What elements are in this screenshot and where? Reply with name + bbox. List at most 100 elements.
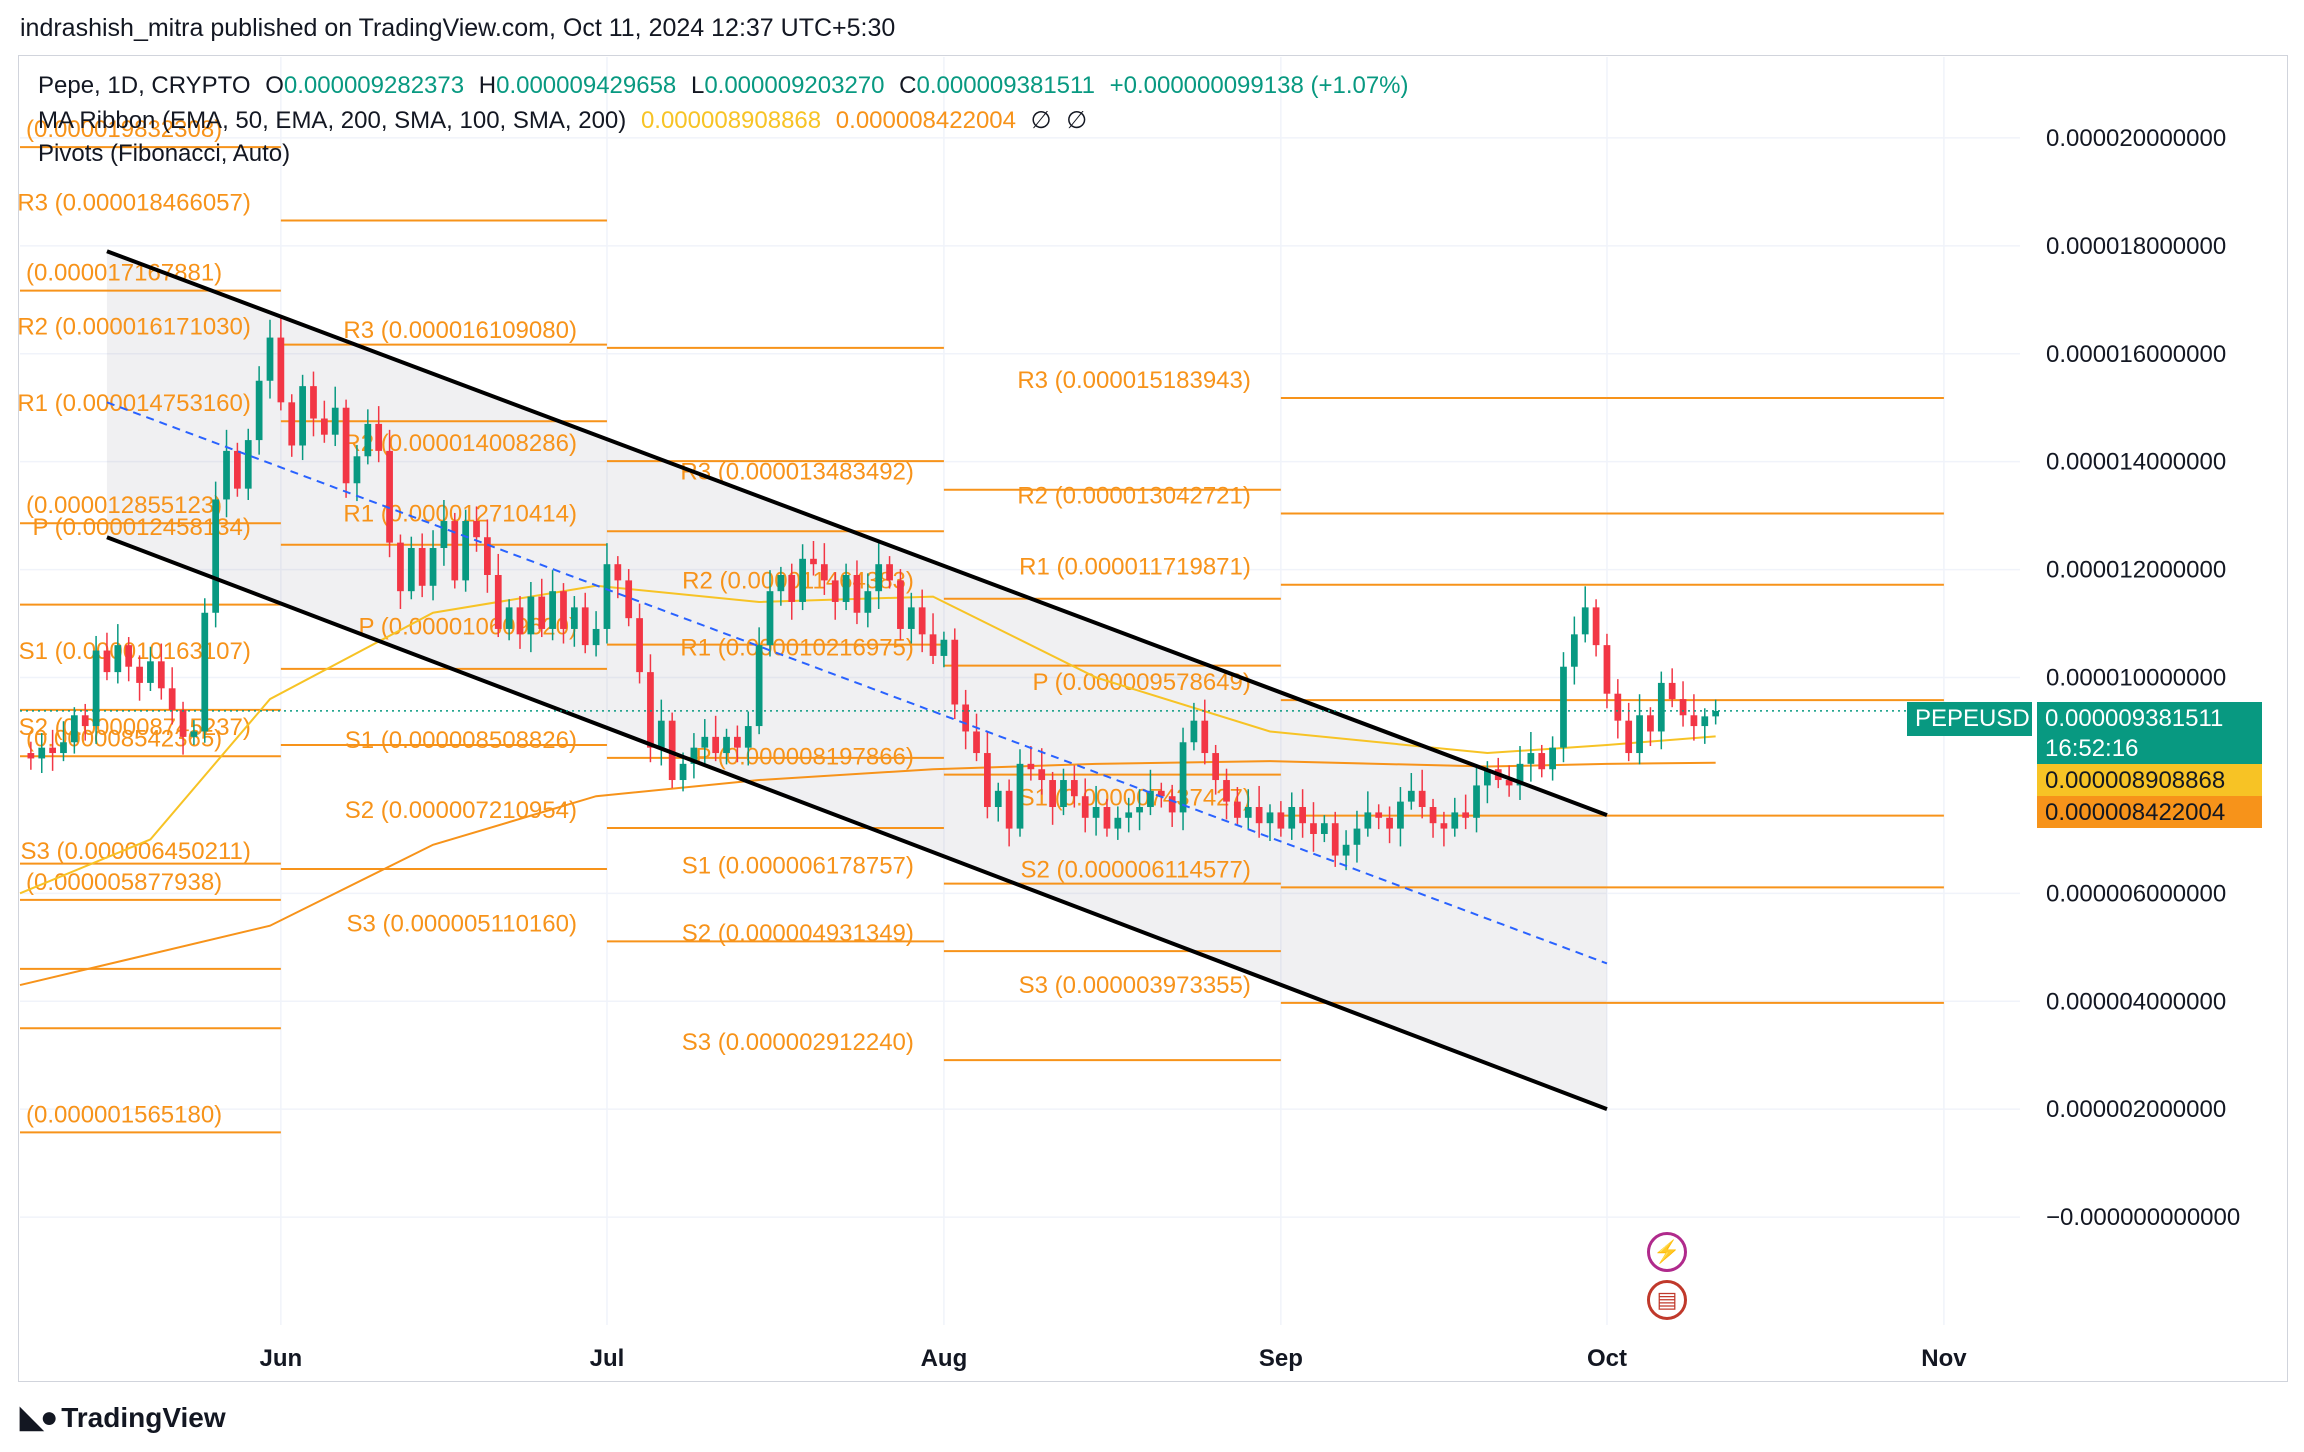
y-tick-label: 0.000006000000 [2046, 880, 2226, 907]
candle-body [1516, 763, 1524, 786]
candle-body [897, 580, 904, 629]
legend-high-label: H [478, 72, 497, 99]
y-tick-label: 0.000004000000 [2046, 988, 2226, 1015]
pivot-level-label: (0.000005877938) [26, 869, 222, 896]
candle-body [614, 564, 622, 581]
candle-body [473, 521, 480, 538]
footer-brand-text: TradingView [61, 1402, 226, 1433]
pivot-level-label: R3 (0.000018466057) [17, 189, 251, 216]
pivot-level-label: R3 (0.000015183943) [1017, 367, 1251, 394]
candle-body [701, 736, 709, 748]
legend-ohlc-row: Pepe, 1D, CRYPTO O0.000009282373 H0.0000… [38, 72, 1417, 100]
y-tick-label: 0.000014000000 [2046, 449, 2226, 476]
channel-lower-line [106, 535, 1608, 1112]
tradingview-logo-icon: ◣● [20, 1401, 58, 1434]
ema50-badge: 0.000008908868 [2037, 764, 2262, 796]
candle-body [929, 634, 937, 656]
candle-body [994, 790, 1002, 808]
pivot-level-label: S1 (0.000006178757) [682, 853, 914, 880]
candle-body [440, 521, 448, 549]
candle-body [1342, 844, 1350, 856]
candle-body [570, 607, 578, 629]
candle-body [875, 564, 883, 592]
candle-body [49, 747, 56, 754]
candle-body [1310, 823, 1317, 834]
candle-body [592, 628, 600, 646]
legend-ma-na-1: ∅ [1030, 107, 1052, 134]
chart-frame[interactable] [18, 55, 2288, 1382]
pivot-level-label: R2 (0.000014008286) [343, 430, 577, 457]
candle-body [1234, 801, 1241, 818]
ema200-line [19, 760, 1716, 987]
us-flag-icon[interactable]: ▤ [1647, 1280, 1687, 1320]
candle-body [60, 742, 67, 754]
candle-body [1223, 780, 1230, 802]
candle-body [103, 650, 111, 673]
candle-body [810, 558, 817, 565]
pivot-level-label: S2 (0.000004931349) [682, 920, 914, 947]
y-tick-label: −0.000000000000 [2046, 1204, 2240, 1231]
y-tick-label: 0.000002000000 [2046, 1096, 2226, 1123]
candle-body [1484, 769, 1491, 786]
pivot-level-label: S2 (0.000008745237) [19, 714, 251, 741]
candle-body [864, 591, 872, 613]
candle-body [1375, 812, 1383, 818]
candle-body [418, 548, 426, 586]
x-tick-label: Oct [1587, 1345, 1627, 1372]
candle-body [223, 450, 230, 500]
candle-body [1331, 823, 1339, 856]
pivot-level-label: S1 (0.000007437427) [1019, 785, 1251, 812]
legend-symbol[interactable]: Pepe, 1D, CRYPTO [38, 72, 251, 99]
candle-body [538, 596, 546, 629]
candle-body [1266, 812, 1274, 824]
candle-body [277, 337, 285, 403]
candle-body [1712, 710, 1720, 717]
candle-body [1157, 790, 1165, 797]
pivot-level-label: S3 (0.000003973355) [1019, 972, 1251, 999]
candle-body [766, 591, 774, 646]
candle-body [1179, 742, 1187, 813]
candle-body [342, 407, 350, 484]
candle-body [1668, 682, 1676, 700]
x-tick-label: Jun [260, 1345, 303, 1372]
candle-body [734, 736, 741, 748]
candle-body [755, 645, 763, 727]
channel-upper-line [106, 249, 1608, 817]
candle-body [462, 521, 470, 581]
candle-body [1592, 607, 1600, 646]
legend-ma-title[interactable]: MA Ribbon (EMA, 50, EMA, 200, SMA, 100, … [38, 107, 627, 134]
candle-body [1244, 807, 1252, 818]
legend-pivots-row: Pivots (Fibonacci, Auto) [38, 140, 298, 168]
candle-body [190, 731, 198, 737]
y-tick-label: 0.000020000000 [2046, 125, 2226, 152]
candle-body [1288, 807, 1296, 829]
candle-body [1277, 812, 1285, 829]
candle-body [886, 564, 893, 581]
candle-body [494, 574, 502, 629]
candle-body [549, 591, 556, 629]
candle-body [1636, 715, 1643, 754]
candle-body [657, 720, 665, 748]
legend-ma-na-2: ∅ [1066, 107, 1088, 134]
pivot-level-label: S1 (0.000010163107) [19, 638, 251, 665]
candle-body [168, 688, 176, 710]
legend-pivots-title[interactable]: Pivots (Fibonacci, Auto) [38, 140, 291, 167]
candle-body [1364, 812, 1372, 829]
x-tick-label: Sep [1259, 1345, 1303, 1372]
candle-body [451, 521, 459, 581]
candle-body [1625, 720, 1633, 754]
candle-body [788, 574, 796, 602]
candle-body [397, 542, 404, 592]
lightning-icon[interactable]: ⚡ [1647, 1232, 1687, 1272]
candle-body [1255, 807, 1263, 824]
candle-body [1505, 780, 1513, 786]
candle-body [288, 402, 296, 446]
candle-body [212, 499, 220, 613]
candle-body [244, 440, 252, 489]
candle-body [744, 726, 752, 748]
candle-body [636, 618, 643, 673]
channel-fill [106, 251, 1607, 1110]
candle-body [484, 537, 491, 575]
footer-brand[interactable]: ◣● TradingView [20, 1400, 226, 1435]
